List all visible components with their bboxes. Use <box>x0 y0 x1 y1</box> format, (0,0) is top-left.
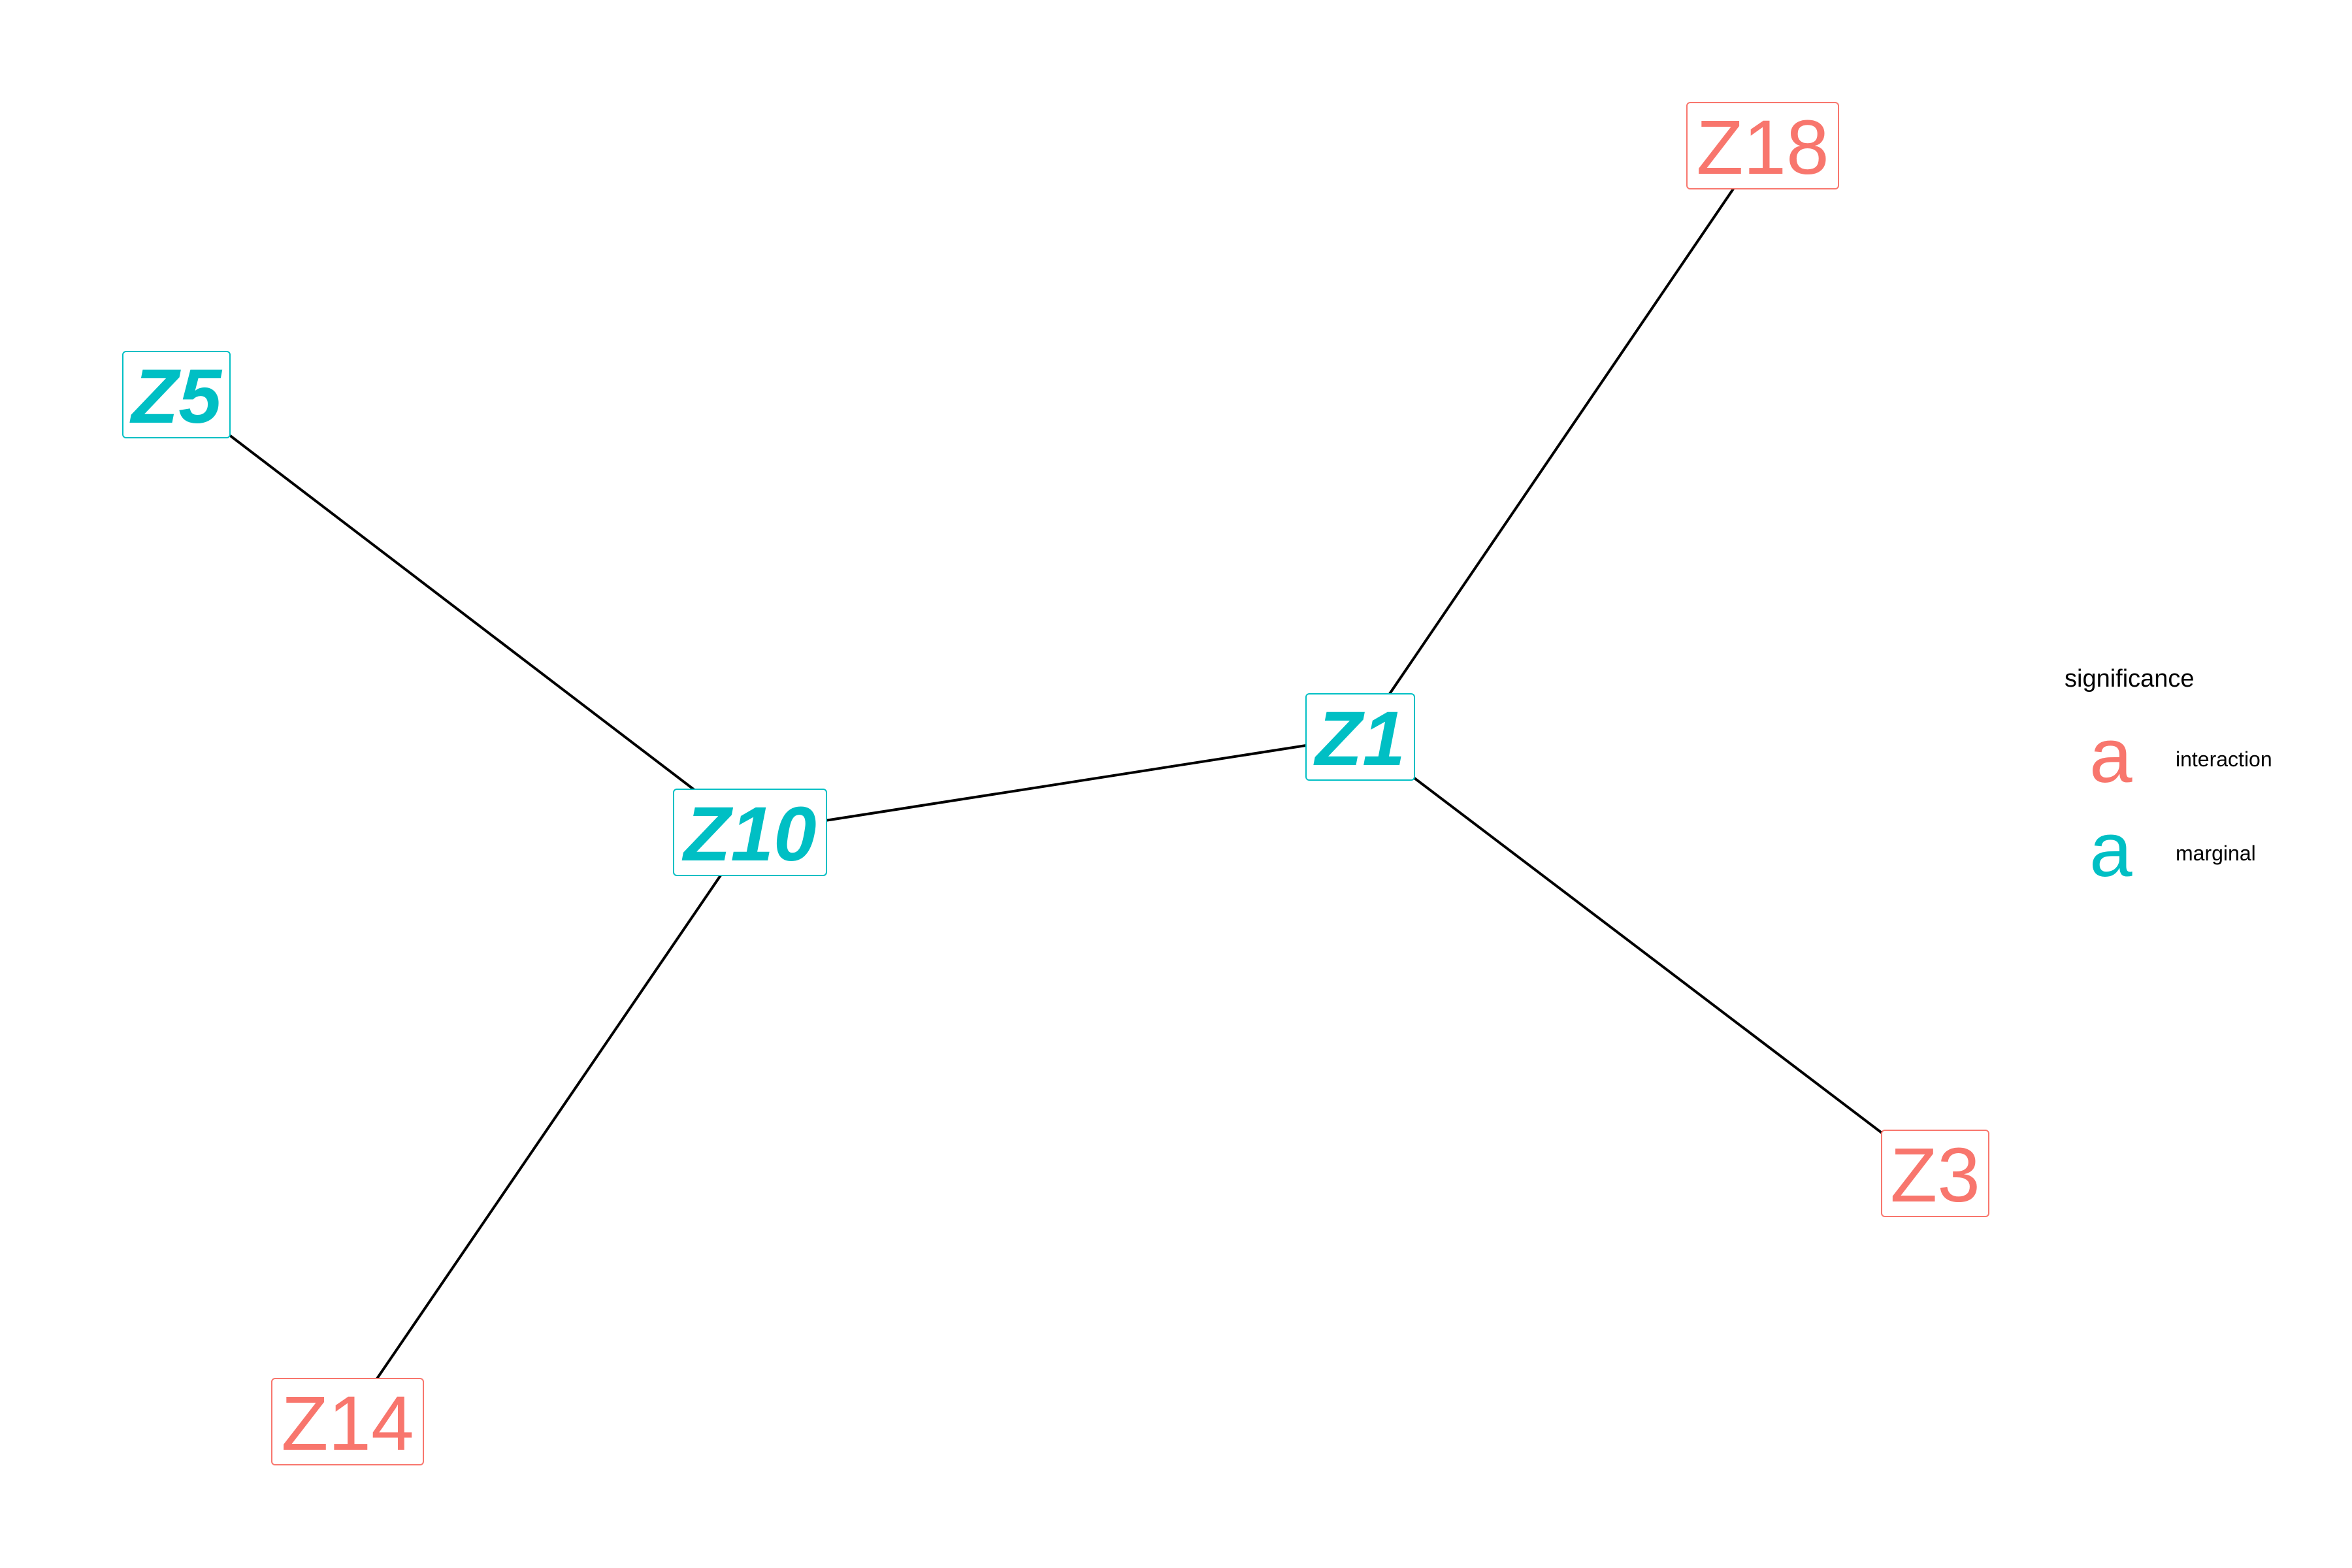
edge-z1-z18 <box>1359 144 1764 738</box>
edge-z10-z1 <box>749 736 1361 834</box>
legend-label-interaction: interaction <box>2176 747 2272 771</box>
legend-key-marginal: a <box>2089 807 2132 893</box>
legend: significance a interaction a marginal <box>2065 660 2300 908</box>
edge-z1-z3 <box>1359 736 1936 1175</box>
legend-key-interaction: a <box>2089 713 2132 799</box>
node-z10: Z10 <box>673 789 827 876</box>
node-z3: Z3 <box>1881 1130 1989 1217</box>
node-z5: Z5 <box>122 351 231 438</box>
node-z14: Z14 <box>271 1378 424 1465</box>
legend-title: significance <box>2065 665 2195 693</box>
edge-z10-z14 <box>346 831 751 1423</box>
edge-z5-z10 <box>175 393 751 834</box>
legend-label-marginal: marginal <box>2176 841 2256 865</box>
node-z18: Z18 <box>1686 102 1839 189</box>
node-z1: Z1 <box>1305 693 1415 781</box>
